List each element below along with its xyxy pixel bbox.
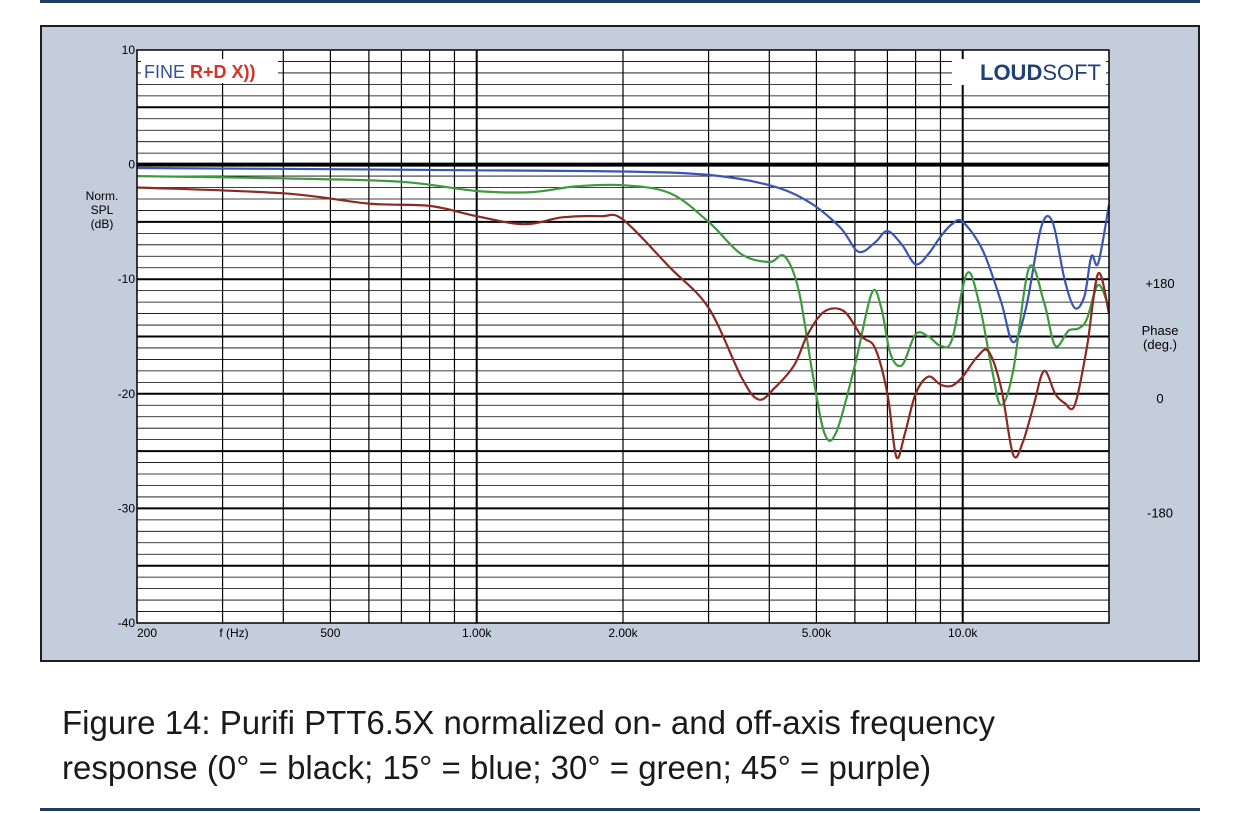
caption-line-2: response (0° = black; 15° = blue; 30° = …: [62, 749, 932, 786]
fine-rdx-logo: FINE R+D X)): [141, 59, 278, 83]
series-line-3: [136, 186, 1111, 460]
y-tick-label: 10: [122, 43, 136, 57]
chart-frame: FINE R+D X)) LOUDSOFT 10 0 -10 -20 -30 -40 200…: [40, 25, 1200, 662]
phase-axis-label-line: Phase: [1142, 323, 1179, 338]
y-tick-label: -10: [118, 272, 136, 286]
series-line-1: [136, 166, 1111, 344]
phase-tick-label: 0: [1156, 391, 1163, 406]
loudsoft-logo: LOUDSOFT: [952, 59, 1106, 85]
top-rule: [40, 0, 1200, 3]
y-tick-label: -30: [118, 501, 136, 515]
frequency-response-chart: FINE R+D X)) LOUDSOFT 10 0 -10 -20 -30 -40200…: [86, 43, 1179, 640]
y-axis-label-line: Norm.: [86, 189, 119, 203]
y-axis-label-line: SPL: [91, 203, 114, 217]
plot-border: [136, 49, 1110, 624]
x-tick-label: 200: [137, 626, 157, 640]
x-tick-label: 500: [320, 626, 340, 640]
series-line-2: [136, 175, 1111, 442]
x-tick-label: 10.0k: [948, 626, 978, 640]
loudsoft-logo-light: SOFT: [1042, 60, 1101, 85]
x-tick-label: 2.00k: [608, 626, 638, 640]
y-tick-label: -20: [118, 387, 136, 401]
phase-tick-label: -180: [1147, 505, 1173, 520]
x-tick-label: 1.00k: [462, 626, 492, 640]
fine-logo-text: FINE: [144, 62, 190, 82]
caption-line-1: Figure 14: Purifi PTT6.5X normalized on-…: [62, 704, 996, 741]
x-tick-label: 5.00k: [802, 626, 832, 640]
phase-tick-label: +180: [1145, 276, 1174, 291]
phase-axis-label-line: (deg.): [1143, 337, 1177, 352]
rdx-logo-text: R+D X)): [190, 62, 256, 82]
loudsoft-logo-bold: LOUD: [980, 60, 1042, 85]
y-tick-label: -40: [118, 616, 136, 630]
svg-text:FINE R+D X)): FINE R+D X)): [144, 62, 256, 82]
x-axis-label: f (Hz): [219, 626, 248, 640]
y-tick-label: 0: [128, 158, 135, 172]
figure-caption: Figure 14: Purifi PTT6.5X normalized on-…: [62, 700, 1182, 790]
y-axis-label-line: (dB): [91, 217, 114, 231]
bottom-rule: [40, 808, 1200, 811]
svg-text:LOUDSOFT: LOUDSOFT: [980, 60, 1101, 85]
